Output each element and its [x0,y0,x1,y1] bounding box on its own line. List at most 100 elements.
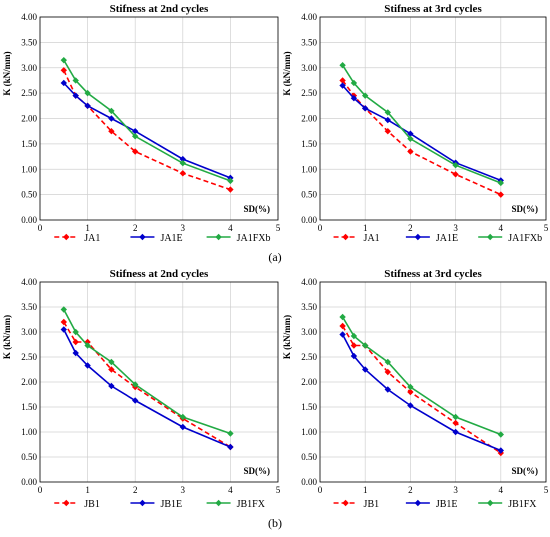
x-tick-label: 3 [453,223,458,233]
legend-label: JB1FX [508,499,537,510]
legend: JA1 JA1E JA1FXb [54,233,271,244]
chart-1: 0.00 0.50 1.00 1.50 2.00 2.50 3.00 3.50 4.00 0 1 2 3… [2,3,281,244]
legend-marker [215,233,222,241]
data-point [227,430,234,437]
legend-marker [215,499,222,507]
y-tick-label: 3.50 [21,37,37,47]
data-point [60,326,67,333]
data-point [497,431,504,438]
y-tick-label: 3.50 [301,37,317,47]
series-JB1 [339,322,504,457]
y-tick-label: 2.00 [301,114,317,124]
y-tick-label: 0.50 [21,190,37,200]
series-JA1E [60,79,234,182]
legend-label: JA1FXb [508,233,542,244]
data-point [407,402,414,409]
data-point [384,368,391,376]
y-tick-label: 1.00 [21,427,37,437]
y-tick-label: 1.50 [301,139,317,149]
chart-3: 0.00 0.50 1.00 1.50 2.00 2.50 3.00 3.50 4.00 0 1 2 3… [2,268,281,510]
x-tick-label: 5 [276,485,281,495]
data-point [350,352,358,360]
x-tick-label: 3 [181,485,186,495]
data-point [452,419,459,427]
data-point [179,159,186,167]
legend-marker [63,499,70,507]
data-point [339,322,346,330]
legend: JB1 JB1E JB1FX [54,499,266,510]
data-point [384,109,391,116]
legend-label: JB1E [436,499,458,510]
data-point [497,191,504,198]
data-point [132,133,139,140]
data-point [407,135,414,142]
series-JA1 [60,67,234,193]
series-line [63,309,231,435]
data-point [452,428,459,436]
y-tick-label: 2.50 [21,352,37,362]
legend-label: JB1E [160,499,182,510]
data-point [339,331,346,338]
legend-marker [342,499,349,507]
data-point [84,362,91,369]
gridlines [39,16,279,221]
y-tick-label: 3.50 [301,302,317,312]
chart-title: Stifness at 2nd cycles [110,3,209,15]
legend-marker [63,233,70,241]
y-tick-label: 1.00 [301,164,317,174]
y-tick-label: 4.00 [21,277,37,287]
x-tick-label: 3 [181,223,186,233]
y-tick-label: 1.00 [301,427,317,437]
data-point [132,381,139,388]
y-tick-label: 2.00 [301,377,317,387]
legend-marker [342,233,349,241]
data-point [108,366,115,373]
legend: JB1 JB1E JB1FX [333,499,537,510]
series-JB1E [339,331,504,454]
data-point [132,148,139,155]
x-tick-label: 1 [85,223,90,233]
data-point [108,115,115,122]
y-tick-label: 0.50 [301,452,317,462]
plot-area [319,16,547,221]
x-tick-label: 2 [408,485,413,495]
y-tick-label: 1.50 [21,139,37,149]
data-point [452,161,459,169]
legend-label: JA1E [160,233,182,244]
series-line [341,64,502,184]
data-point [60,306,67,313]
series-JA1FXb [60,56,234,185]
x-tick-label: 0 [318,223,323,233]
data-point [60,67,67,74]
data-point [84,102,91,110]
x-tick-label: 4 [228,485,233,495]
data-point [84,342,91,349]
data-point [108,358,115,366]
x-tick-label: 0 [38,223,43,233]
data-point [179,170,186,177]
data-point [362,342,369,349]
data-point [72,92,79,99]
y-tick-label: 0.50 [21,452,37,462]
chart-title: Stifness at 3rd cycles [384,3,482,15]
chart-4: 0.00 0.50 1.00 1.50 2.00 2.50 3.00 3.50 4.00 0 1 2 3… [282,268,549,510]
series-JB1FX [339,313,504,438]
legend-label: JB1FX [237,499,266,510]
legend-marker [139,499,146,507]
y-tick-label: 0.00 [21,215,37,225]
x-tick-label: 0 [318,485,323,495]
y-axis-label: K (kN/mm) [2,315,12,359]
y-tick-label: 2.50 [301,88,317,98]
gridlines [39,281,279,483]
y-tick-label: 0.00 [301,477,317,487]
data-point [497,179,504,187]
data-point [350,342,358,349]
data-point [362,105,369,112]
x-tick-label: 5 [544,223,549,233]
caption-b: (b) [268,516,282,530]
y-tick-label: 3.00 [301,327,317,337]
data-point [132,127,139,135]
x-tick-label: 2 [133,485,138,495]
caption-a: (a) [268,250,281,264]
